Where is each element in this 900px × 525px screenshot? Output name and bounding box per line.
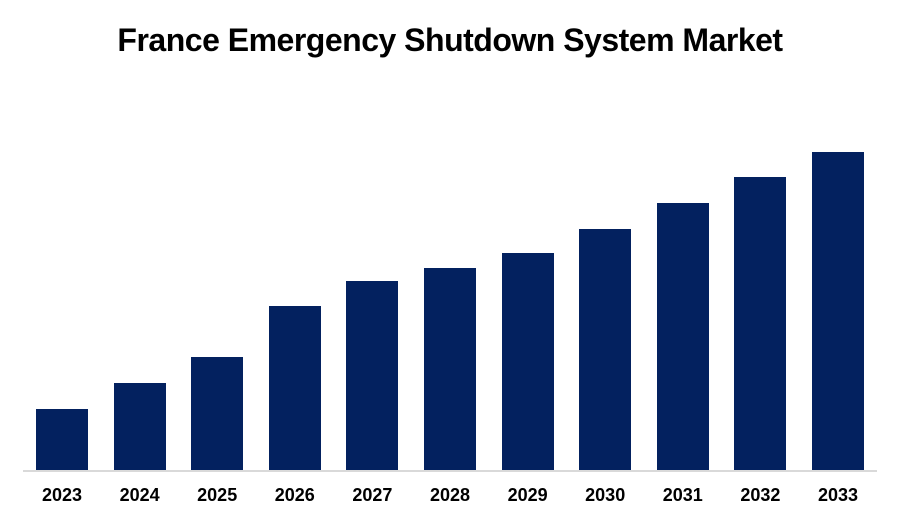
bar-2032	[734, 177, 787, 470]
bar-2030	[579, 229, 632, 470]
x-tick-label-2024: 2024	[119, 485, 160, 505]
bar-2031	[656, 203, 709, 470]
bar-2027	[346, 281, 399, 470]
x-tick-label-2029: 2029	[507, 485, 548, 505]
bar-2023	[36, 409, 88, 470]
bar-2033	[812, 152, 864, 470]
x-tick-label-2033: 2033	[817, 485, 859, 505]
x-axis-line	[23, 470, 877, 472]
bar-2025	[191, 357, 244, 470]
chart-title: France Emergency Shutdown System Market	[117, 22, 783, 58]
x-tick-label-2026: 2026	[274, 485, 315, 505]
x-tick-label-2028: 2028	[429, 485, 471, 505]
x-tick-label-2032: 2032	[740, 485, 781, 505]
x-tick-label-2025: 2025	[197, 485, 238, 505]
bar-2024	[113, 383, 166, 470]
bar-2026	[268, 306, 321, 470]
bar-2028	[424, 268, 476, 470]
bar-2029	[501, 253, 554, 470]
x-tick-label-2031: 2031	[662, 485, 703, 505]
x-tick-label-2030: 2030	[585, 485, 626, 505]
x-tick-label-2027: 2027	[352, 485, 393, 505]
x-tick-label-2023: 2023	[41, 485, 83, 505]
